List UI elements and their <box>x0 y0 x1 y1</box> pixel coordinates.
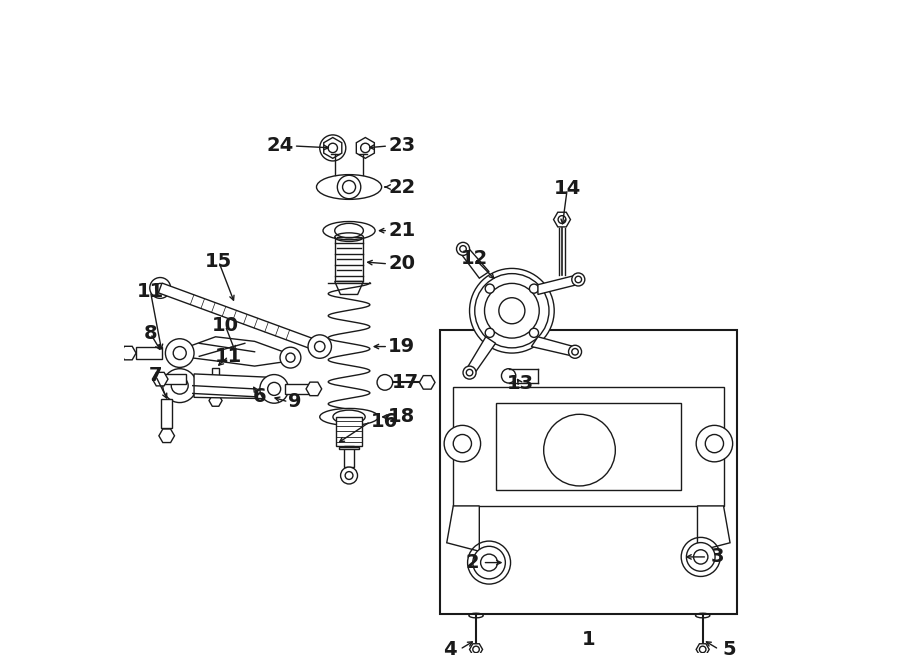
Circle shape <box>280 347 301 368</box>
Text: 16: 16 <box>371 412 398 431</box>
Text: 21: 21 <box>388 221 416 240</box>
Circle shape <box>569 345 581 358</box>
Text: 4: 4 <box>443 640 456 659</box>
Circle shape <box>444 426 481 462</box>
Text: 19: 19 <box>388 337 415 356</box>
Polygon shape <box>446 506 480 551</box>
Circle shape <box>456 243 470 255</box>
Bar <box>212 368 219 394</box>
Text: 13: 13 <box>507 374 534 393</box>
Polygon shape <box>460 246 489 278</box>
Text: 20: 20 <box>388 254 415 274</box>
Circle shape <box>338 175 361 199</box>
Circle shape <box>544 414 616 486</box>
Ellipse shape <box>317 175 382 200</box>
Polygon shape <box>554 212 571 227</box>
Circle shape <box>470 268 554 353</box>
Circle shape <box>529 284 538 293</box>
Text: 1: 1 <box>581 630 595 649</box>
Polygon shape <box>531 337 573 356</box>
Circle shape <box>260 375 289 403</box>
Bar <box>160 374 186 384</box>
Text: 11: 11 <box>215 347 242 366</box>
Circle shape <box>163 369 197 403</box>
Polygon shape <box>306 382 321 396</box>
Text: 3: 3 <box>710 547 724 566</box>
Circle shape <box>308 335 331 358</box>
Text: 14: 14 <box>554 179 580 198</box>
Circle shape <box>472 546 506 579</box>
Ellipse shape <box>320 408 378 426</box>
Polygon shape <box>158 283 321 352</box>
Bar <box>161 399 172 428</box>
Polygon shape <box>159 429 175 443</box>
Circle shape <box>687 543 716 571</box>
Circle shape <box>340 467 357 484</box>
Polygon shape <box>470 644 482 655</box>
Circle shape <box>463 366 476 379</box>
Polygon shape <box>698 506 730 551</box>
Bar <box>336 417 362 446</box>
Circle shape <box>501 369 516 383</box>
Text: 10: 10 <box>212 316 239 335</box>
Circle shape <box>485 284 494 293</box>
Text: 7: 7 <box>148 366 162 385</box>
Bar <box>454 387 724 506</box>
Text: 12: 12 <box>461 249 489 268</box>
Text: 9: 9 <box>289 393 302 411</box>
Bar <box>136 347 162 359</box>
Text: 24: 24 <box>266 136 293 155</box>
Circle shape <box>166 338 194 368</box>
Text: 8: 8 <box>144 324 158 343</box>
Polygon shape <box>180 337 291 366</box>
Circle shape <box>484 284 539 338</box>
Text: 22: 22 <box>388 178 416 196</box>
Text: 6: 6 <box>253 387 266 407</box>
Circle shape <box>572 273 585 286</box>
Polygon shape <box>466 337 496 376</box>
Text: 11: 11 <box>137 282 164 301</box>
Circle shape <box>377 375 392 390</box>
Text: 18: 18 <box>388 407 416 426</box>
Polygon shape <box>209 395 222 407</box>
Circle shape <box>529 329 538 337</box>
Polygon shape <box>121 346 136 360</box>
Text: 2: 2 <box>465 553 480 572</box>
Polygon shape <box>538 275 577 294</box>
Circle shape <box>485 329 494 337</box>
Bar <box>345 446 354 467</box>
Ellipse shape <box>323 221 375 240</box>
Bar <box>440 330 736 613</box>
Bar <box>496 403 681 490</box>
Circle shape <box>697 426 733 462</box>
Polygon shape <box>419 375 435 389</box>
Polygon shape <box>194 374 267 399</box>
Circle shape <box>149 278 171 298</box>
Bar <box>284 383 314 394</box>
Text: 17: 17 <box>392 373 418 392</box>
Text: 15: 15 <box>205 253 232 272</box>
Bar <box>338 447 359 449</box>
Text: 5: 5 <box>722 640 736 659</box>
Text: 23: 23 <box>388 136 415 155</box>
Polygon shape <box>697 644 709 655</box>
Polygon shape <box>152 372 168 386</box>
